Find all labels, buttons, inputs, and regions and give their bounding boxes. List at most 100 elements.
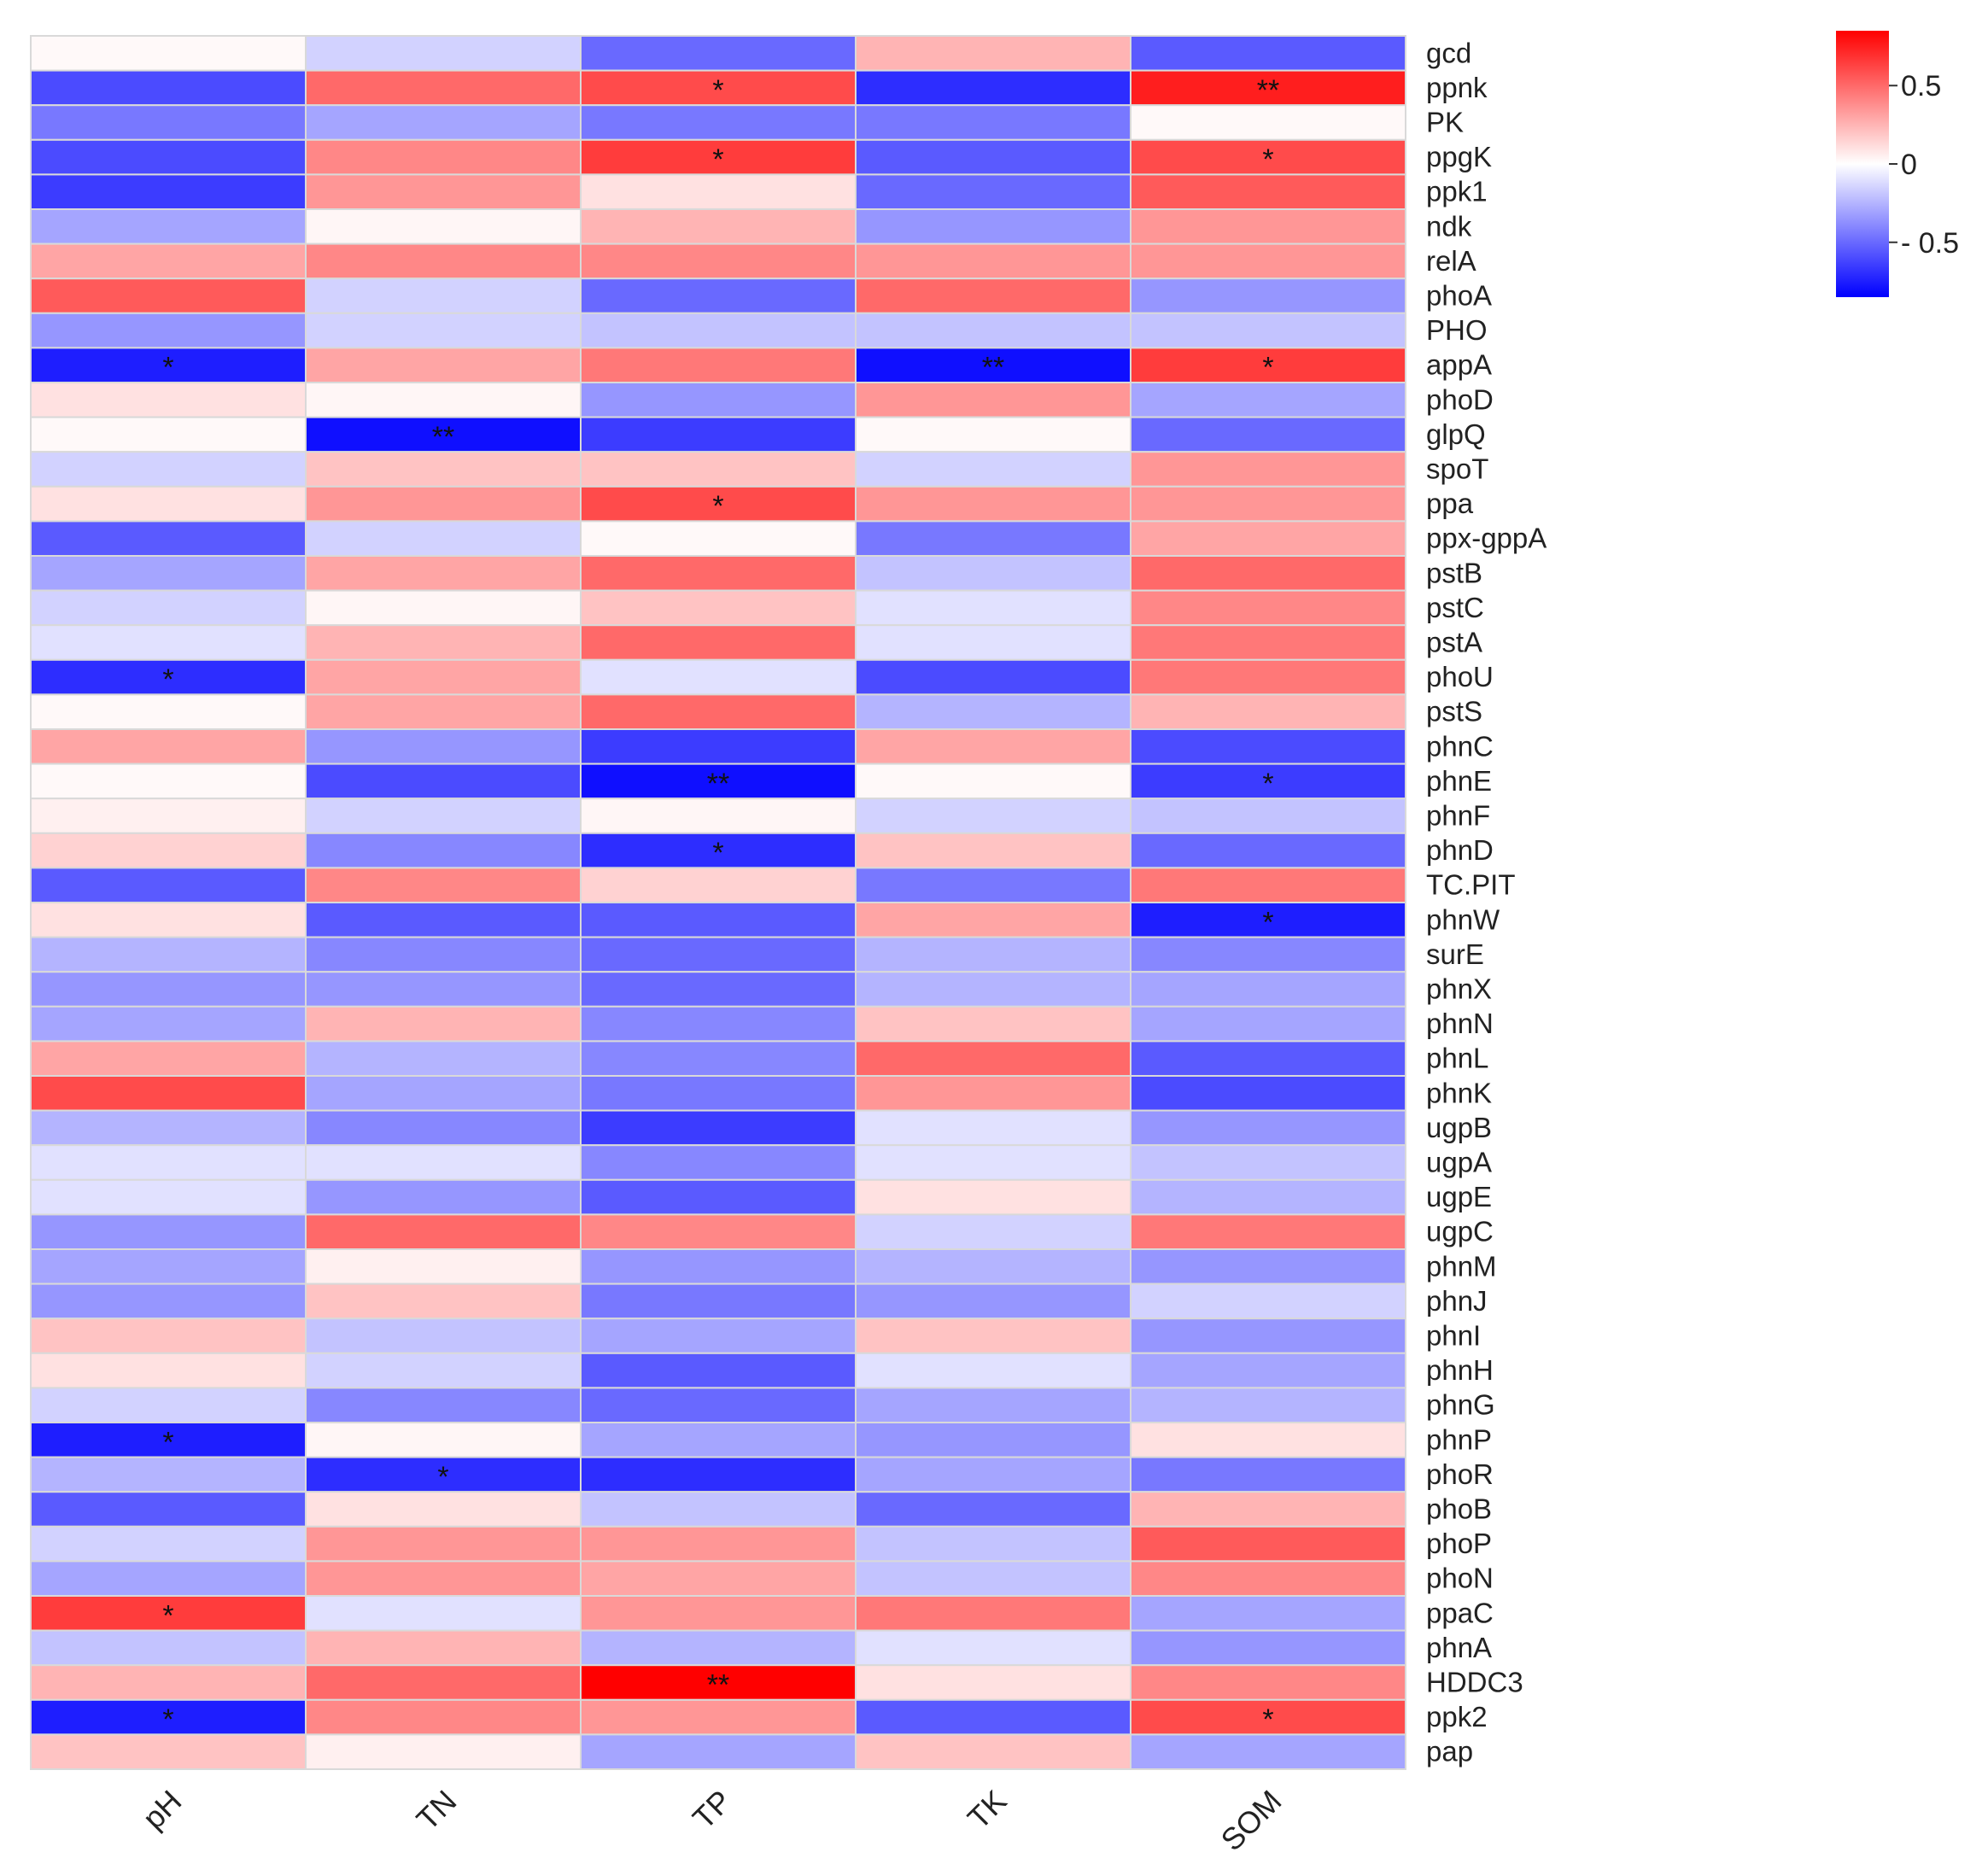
heatmap-cell-phnH-TP bbox=[580, 1352, 857, 1389]
heatmap-cell-phoB-SOM bbox=[1130, 1491, 1406, 1528]
row-label: pstS bbox=[1426, 696, 1482, 727]
heatmap-cell-ugpB-TN bbox=[305, 1109, 582, 1147]
heatmap-cell-TC.PIT-TK bbox=[855, 867, 1131, 904]
heatmap-cell-appA-TP bbox=[580, 347, 857, 383]
heatmap-cell-phnM-TN bbox=[305, 1248, 582, 1285]
heatmap-cell-phnJ-TP bbox=[580, 1282, 857, 1320]
heatmap-cell-ppk2-TN bbox=[305, 1698, 582, 1736]
heatmap-cell-pap-TK bbox=[855, 1733, 1131, 1771]
heatmap-cell-pstS-SOM bbox=[1130, 693, 1406, 731]
heatmap-cell-HDDC3-TN bbox=[305, 1664, 582, 1701]
heatmap-cell-ugpB-SOM bbox=[1130, 1109, 1406, 1147]
heatmap-cell-ppx-gppA-TP bbox=[580, 520, 857, 558]
heatmap-cell-phoD-TK bbox=[855, 382, 1131, 418]
heatmap-cell-phnH-TN bbox=[305, 1352, 582, 1389]
heatmap-cell-pstA-SOM bbox=[1130, 624, 1406, 661]
heatmap-cell-phnN-TK bbox=[855, 1005, 1131, 1043]
row-label: gcd bbox=[1426, 37, 1471, 68]
heatmap-cell-phnA-TP bbox=[580, 1629, 857, 1667]
row-label: phnL bbox=[1426, 1043, 1488, 1074]
row-label: appA bbox=[1426, 349, 1492, 381]
heatmap-cell-phoU-pH bbox=[30, 658, 307, 696]
row-label: phnX bbox=[1426, 973, 1492, 1005]
heatmap-cell-phnM-pH bbox=[30, 1248, 307, 1285]
heatmap-cell-ppa-TN bbox=[305, 485, 582, 523]
heatmap-cell-phoD-pH bbox=[30, 382, 307, 418]
heatmap-cell-ugpA-TK bbox=[855, 1144, 1131, 1181]
row-label: TC.PIT bbox=[1426, 869, 1516, 901]
heatmap-cell-ppgK-pH bbox=[30, 138, 307, 176]
heatmap-cell-ugpA-TP bbox=[580, 1144, 857, 1181]
heatmap-cell-ppx-gppA-SOM bbox=[1130, 520, 1406, 558]
heatmap-cell-ugpA-TN bbox=[305, 1144, 582, 1181]
row-label: pstC bbox=[1426, 592, 1484, 623]
heatmap-cell-ppaC-SOM bbox=[1130, 1595, 1406, 1632]
heatmap-cell-phnH-pH bbox=[30, 1352, 307, 1389]
heatmap-cell-phoB-TK bbox=[855, 1491, 1131, 1528]
significance-marker-appA-TK: ** bbox=[982, 352, 1004, 384]
heatmap-cell-phnX-TP bbox=[580, 971, 857, 1008]
heatmap-cell-phnA-TK bbox=[855, 1629, 1131, 1667]
row-label: spoT bbox=[1426, 453, 1488, 485]
heatmap-cell-PHO-TP bbox=[580, 312, 857, 349]
row-label: ppnk bbox=[1426, 72, 1488, 103]
heatmap-cell-phnJ-pH bbox=[30, 1282, 307, 1320]
heatmap-cell-pstB-TP bbox=[580, 555, 857, 592]
heatmap-cell-phoA-TP bbox=[580, 278, 857, 314]
heatmap-cell-spoT-TN bbox=[305, 451, 582, 488]
heatmap-cell-phoB-pH bbox=[30, 1491, 307, 1528]
heatmap-cell-phoP-TN bbox=[305, 1525, 582, 1563]
heatmap-cell-phoD-TN bbox=[305, 382, 582, 418]
significance-marker-ppnk-TP: * bbox=[712, 74, 723, 107]
significance-marker-HDDC3-TP: ** bbox=[707, 1669, 729, 1702]
row-label: surE bbox=[1426, 938, 1484, 970]
heatmap-cell-gcd-TN bbox=[305, 35, 582, 72]
heatmap-cell-phoN-pH bbox=[30, 1560, 307, 1598]
heatmap-cell-ugpC-SOM bbox=[1130, 1213, 1406, 1251]
significance-marker-phnE-TP: ** bbox=[707, 768, 729, 800]
heatmap-cell-pstB-pH bbox=[30, 555, 307, 592]
heatmap-cell-phoA-TK bbox=[855, 278, 1131, 314]
heatmap-cell-phoN-SOM bbox=[1130, 1560, 1406, 1598]
heatmap-cell-ppaC-pH bbox=[30, 1595, 307, 1632]
heatmap-cell-phnE-TN bbox=[305, 762, 582, 800]
column-label: SOM bbox=[1213, 1783, 1288, 1854]
heatmap-cell-ppaC-TN bbox=[305, 1595, 582, 1632]
heatmap-cell-ugpC-TK bbox=[855, 1213, 1131, 1251]
heatmap-cell-phoP-TK bbox=[855, 1525, 1131, 1563]
heatmap-cell-phnF-TK bbox=[855, 798, 1131, 834]
heatmap-cell-phnG-TK bbox=[855, 1387, 1131, 1424]
heatmap-cell-HDDC3-TK bbox=[855, 1664, 1131, 1701]
row-label: phnN bbox=[1426, 1008, 1494, 1039]
row-label: ugpE bbox=[1426, 1181, 1492, 1212]
heatmap-cell-phoU-SOM bbox=[1130, 658, 1406, 696]
heatmap-cell-phnL-TP bbox=[580, 1040, 857, 1078]
heatmap-cell-phoR-SOM bbox=[1130, 1456, 1406, 1493]
heatmap-cell-phnI-TK bbox=[855, 1318, 1131, 1354]
significance-marker-phnD-TP: * bbox=[712, 837, 723, 869]
heatmap-cell-ppaC-TK bbox=[855, 1595, 1131, 1632]
heatmap-cell-PK-pH bbox=[30, 104, 307, 141]
row-label: phoP bbox=[1426, 1528, 1492, 1559]
heatmap-cell-phnD-pH bbox=[30, 832, 307, 869]
heatmap-cell-TC.PIT-TN bbox=[305, 867, 582, 904]
heatmap-cell-phoB-TP bbox=[580, 1491, 857, 1528]
heatmap-cell-appA-TK bbox=[855, 347, 1131, 383]
heatmap-cell-phnD-TK bbox=[855, 832, 1131, 869]
heatmap-cell-ugpB-TP bbox=[580, 1109, 857, 1147]
row-label: phoN bbox=[1426, 1563, 1494, 1594]
heatmap-cell-ppgK-TK bbox=[855, 138, 1131, 176]
heatmap-cell-phoN-TK bbox=[855, 1560, 1131, 1598]
heatmap-cell-phnX-TK bbox=[855, 971, 1131, 1008]
heatmap-cell-phnK-TN bbox=[305, 1075, 582, 1112]
heatmap-cell-pstB-TN bbox=[305, 555, 582, 592]
heatmap-cell-PK-TK bbox=[855, 104, 1131, 141]
heatmap-cell-pstC-TP bbox=[580, 589, 857, 627]
heatmap-cell-relA-TN bbox=[305, 242, 582, 280]
heatmap-cell-glpQ-pH bbox=[30, 416, 307, 453]
row-label: phoB bbox=[1426, 1493, 1492, 1525]
heatmap-cell-ppk1-TN bbox=[305, 173, 582, 210]
heatmap-cell-spoT-TK bbox=[855, 451, 1131, 488]
heatmap-cell-pstS-TP bbox=[580, 693, 857, 731]
